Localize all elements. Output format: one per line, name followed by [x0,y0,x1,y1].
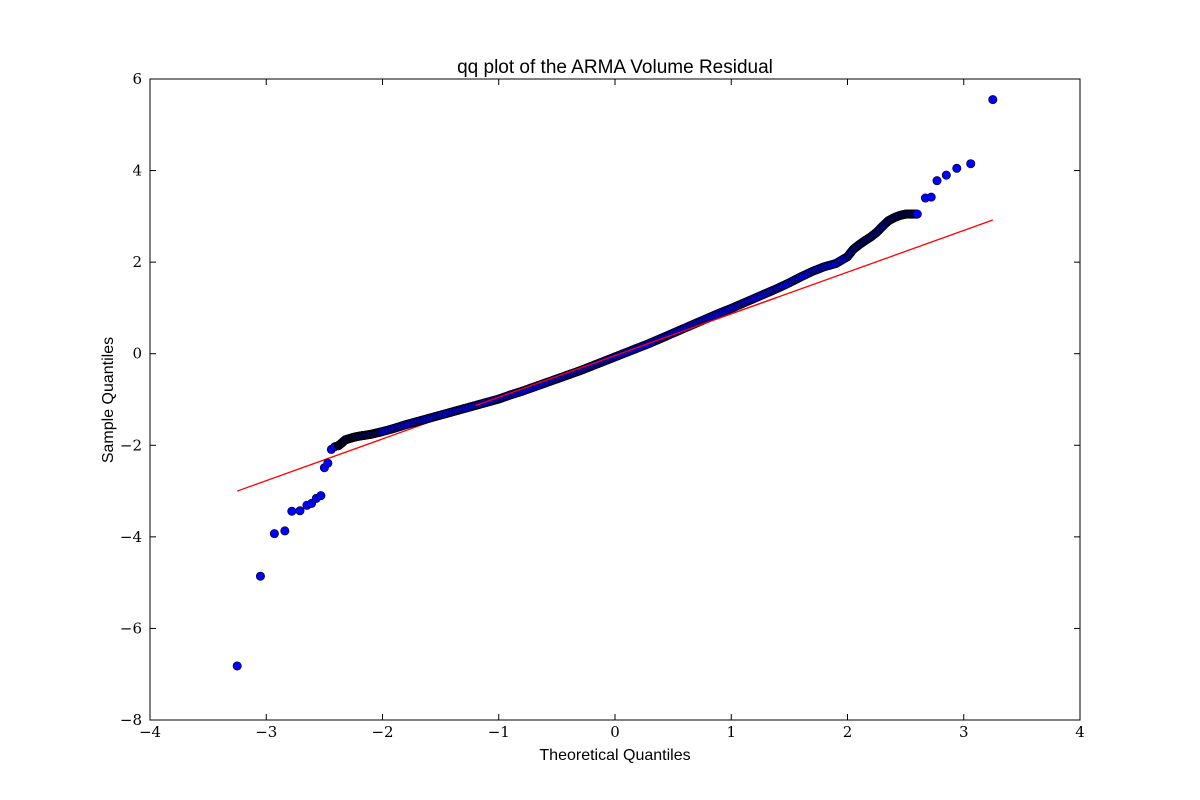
data-point [232,661,242,671]
data-point [280,526,290,536]
y-tick-label: 2 [132,253,142,271]
data-point [932,176,942,186]
x-tick-label: 4 [1075,723,1085,741]
data-point [269,529,279,539]
y-tick-label: 6 [132,70,142,88]
x-tick-label: −1 [488,723,510,741]
data-point [941,170,951,180]
data-point [966,159,976,169]
plot-frame [149,78,1081,721]
tick-layer: −4 −3 −2 −1 0 1 2 3 4 −8 −6 −4 −2 0 2 4 6 [120,70,1085,741]
data-point [988,95,998,105]
data-point [323,458,333,468]
data-point [316,491,326,501]
y-tick-label: −2 [120,436,142,454]
data-point [926,192,936,202]
data-point [295,506,305,516]
data-point [255,571,265,581]
data-point [952,163,962,173]
x-tick-label: 0 [610,723,620,741]
x-tick-label: 3 [959,723,969,741]
y-tick-label: −4 [120,528,142,546]
x-tick-label: 1 [726,723,736,741]
y-tick-label: −8 [120,711,142,729]
y-tick-label: 4 [132,162,142,180]
x-axis-label: Theoretical Quantiles [539,747,690,764]
data-point [287,506,297,516]
y-tick-label: −6 [120,619,142,637]
scatter-point-layer [232,95,998,671]
x-tick-label: 2 [843,723,853,741]
x-tick-label: −4 [139,723,161,741]
chart-title: qq plot of the ARMA Volume Residual [457,57,773,78]
reference-line-overlay [475,296,778,407]
y-axis-label: Sample Quantiles [100,337,117,463]
y-tick-label: 0 [132,345,142,363]
data-point [912,209,922,219]
x-tick-label: −3 [255,723,277,741]
x-tick-label: −2 [371,723,393,741]
